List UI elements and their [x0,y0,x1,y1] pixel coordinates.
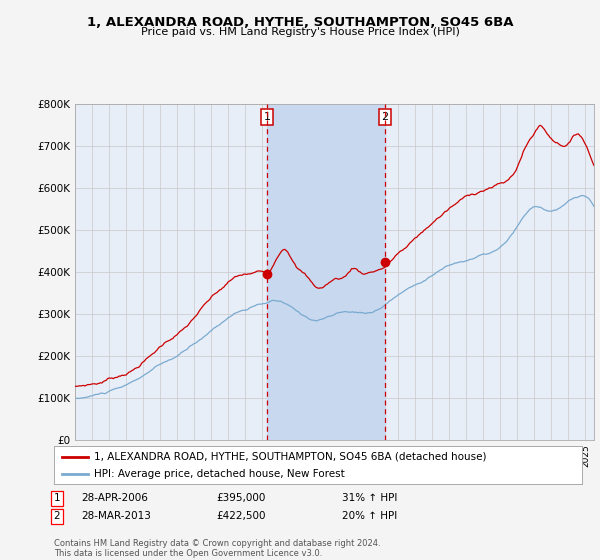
Text: 2: 2 [382,112,388,122]
Text: 1, ALEXANDRA ROAD, HYTHE, SOUTHAMPTON, SO45 6BA: 1, ALEXANDRA ROAD, HYTHE, SOUTHAMPTON, S… [87,16,513,29]
Text: 20% ↑ HPI: 20% ↑ HPI [342,511,397,521]
Text: £422,500: £422,500 [216,511,265,521]
Text: £395,000: £395,000 [216,493,265,503]
Text: 28-APR-2006: 28-APR-2006 [81,493,148,503]
Text: Price paid vs. HM Land Registry's House Price Index (HPI): Price paid vs. HM Land Registry's House … [140,27,460,37]
Text: HPI: Average price, detached house, New Forest: HPI: Average price, detached house, New … [94,469,344,479]
Text: 28-MAR-2013: 28-MAR-2013 [81,511,151,521]
Text: 1, ALEXANDRA ROAD, HYTHE, SOUTHAMPTON, SO45 6BA (detached house): 1, ALEXANDRA ROAD, HYTHE, SOUTHAMPTON, S… [94,451,486,461]
Text: 31% ↑ HPI: 31% ↑ HPI [342,493,397,503]
Text: 2: 2 [53,511,61,521]
Bar [267,104,385,440]
Text: Contains HM Land Registry data © Crown copyright and database right 2024.
This d: Contains HM Land Registry data © Crown c… [54,539,380,558]
Text: 1: 1 [263,112,271,122]
Text: 1: 1 [53,493,61,503]
